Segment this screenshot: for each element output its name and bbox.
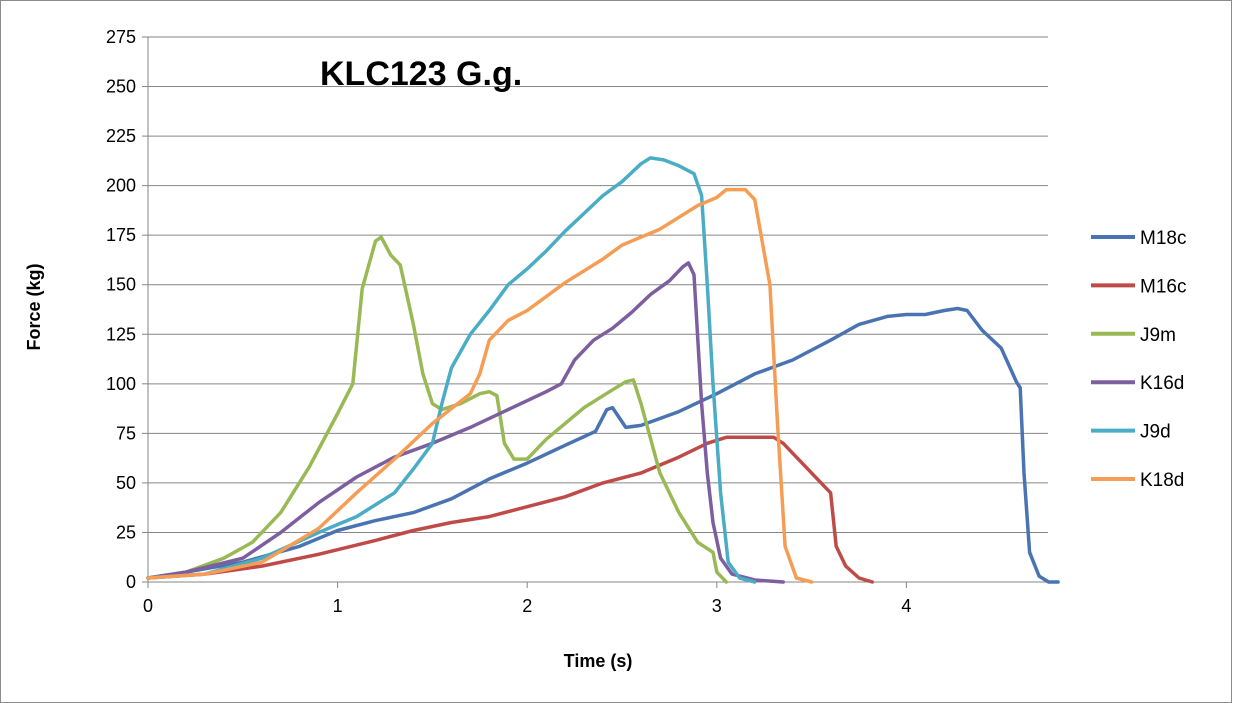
y-tick-label: 275 [106,27,136,47]
y-axis-title: Force (kg) [24,263,44,350]
legend-label-m18c: M18c [1140,228,1186,249]
legend-label-j9m: J9m [1140,325,1176,346]
legend-label-j9d: J9d [1140,422,1171,443]
y-tick-label: 25 [116,522,136,542]
legend-label-k16d: K16d [1140,373,1184,394]
y-tick-label: 250 [106,77,136,97]
y-tick-label: 175 [106,225,136,245]
legend-label-m16c: M16c [1140,276,1186,297]
y-tick-label: 125 [106,324,136,344]
y-tick-label: 225 [106,126,136,146]
series-line-j9d [146,156,757,584]
y-tick-label: 100 [106,374,136,394]
x-tick-label: 4 [901,596,911,616]
series-line-j9m [146,235,729,584]
legend-label-k18d: K18d [1140,470,1184,491]
y-tick-label: 75 [116,423,136,443]
y-tick-label: 150 [106,275,136,295]
chart-title: KLC123 G.g. [320,55,522,93]
series-line-m18c [146,306,1060,584]
x-tick-label: 0 [143,596,153,616]
series-line-k18d [146,187,814,584]
series-lines [146,156,1060,584]
y-tick-label: 0 [126,572,136,592]
x-tick-label: 2 [522,596,532,616]
legend: M18c M16c J9m K16d J9d K18d [1091,228,1186,491]
axes: 0 25 50 75 100 125 150 175 200 225 250 275 0 1 2 3 4 [106,27,1048,616]
series-line-m16c [146,435,875,584]
y-tick-label: 200 [106,176,136,196]
x-tick-label: 3 [712,596,722,616]
x-axis-title: Time (s) [564,651,633,671]
series-line-k16d [146,261,785,584]
y-tick-label: 50 [116,473,136,493]
x-tick-label: 1 [333,596,343,616]
